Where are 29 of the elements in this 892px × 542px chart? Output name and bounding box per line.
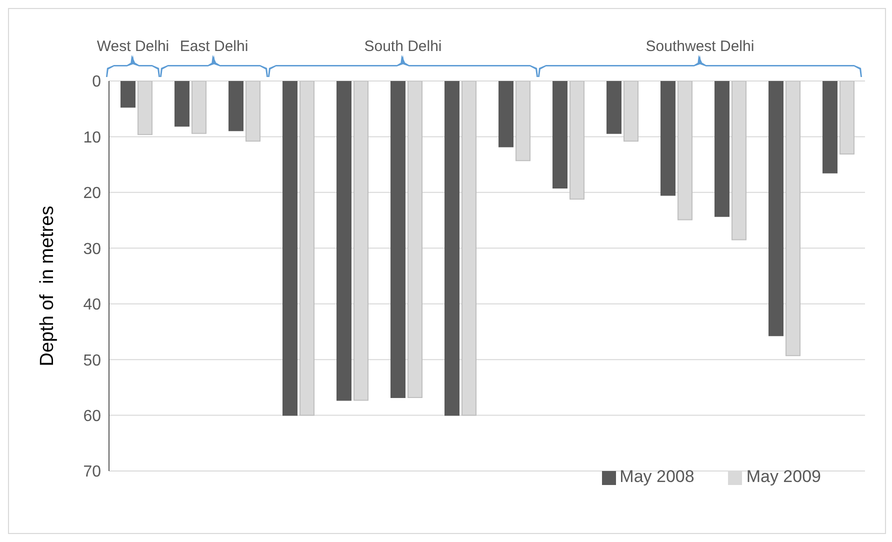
text: South Delhi bbox=[364, 38, 442, 55]
y-tick-label: 20 bbox=[83, 185, 102, 202]
text: East Delhi bbox=[180, 38, 248, 55]
legend-label: May 2009 bbox=[746, 467, 821, 486]
y-tick-label: 30 bbox=[83, 240, 102, 258]
bar bbox=[444, 81, 460, 416]
bar bbox=[174, 81, 190, 127]
bar bbox=[498, 81, 514, 148]
text: West Delhi bbox=[96, 38, 170, 55]
y-tick-label: 0 bbox=[92, 74, 102, 91]
bar bbox=[390, 81, 406, 398]
legend-label: May 2008 bbox=[620, 467, 694, 486]
y-axis-title: Depth of in metres bbox=[37, 206, 58, 366]
bar bbox=[606, 81, 622, 134]
bar bbox=[120, 81, 136, 108]
y-tick-label: 40 bbox=[83, 296, 102, 314]
text: Southwest Delhi bbox=[646, 38, 754, 55]
y-tick-label: 10 bbox=[83, 129, 102, 146]
bar bbox=[552, 81, 568, 188]
bar bbox=[714, 81, 730, 217]
bar bbox=[660, 81, 676, 196]
bar bbox=[282, 81, 298, 416]
y-tick-label: 70 bbox=[83, 464, 102, 481]
y-tick-label: 60 bbox=[83, 408, 102, 425]
y-tick-label: 50 bbox=[83, 352, 102, 370]
bar bbox=[336, 81, 352, 401]
bar bbox=[768, 81, 784, 336]
bar bbox=[228, 81, 244, 132]
bar bbox=[822, 81, 838, 174]
